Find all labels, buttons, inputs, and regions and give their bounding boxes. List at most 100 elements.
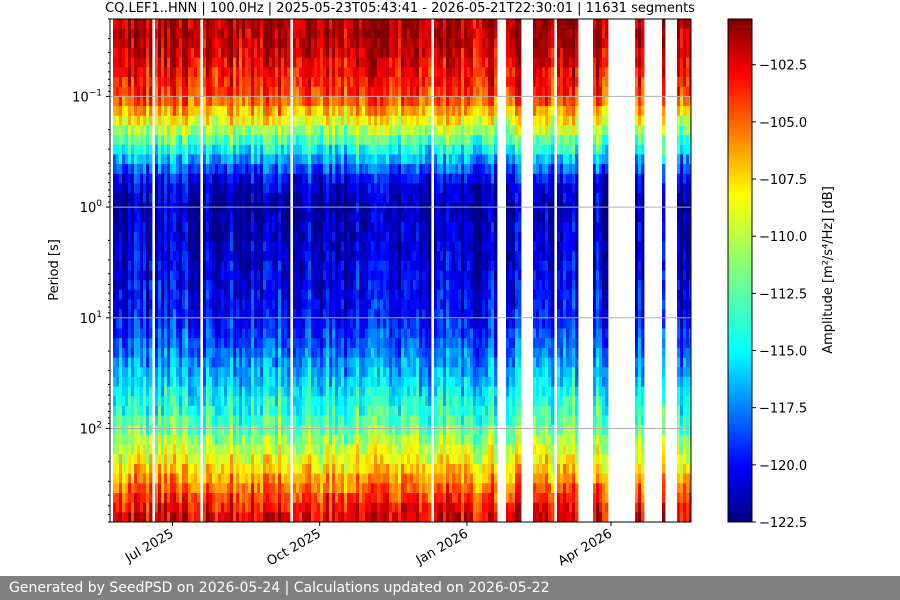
heatmap-cell: [368, 464, 372, 475]
heatmap-cell: [371, 386, 375, 397]
heatmap-cell: [365, 347, 369, 359]
heatmap-cell: [332, 19, 336, 30]
heatmap-cell: [401, 502, 405, 513]
heatmap-cell: [131, 115, 135, 126]
heatmap-cell: [194, 347, 198, 359]
heatmap-cell: [251, 502, 255, 513]
heatmap-cell: [398, 106, 402, 117]
heatmap-cell: [386, 425, 390, 436]
heatmap-cell: [326, 154, 330, 165]
heatmap-cell: [314, 48, 318, 59]
heatmap-cell: [245, 164, 249, 175]
heatmap-cell: [377, 280, 381, 291]
heatmap-cell: [191, 222, 195, 233]
heatmap-cell: [311, 144, 315, 156]
heatmap-cell: [191, 67, 195, 78]
heatmap-cell: [143, 144, 147, 156]
heatmap-cell: [380, 299, 384, 310]
heatmap-cell: [314, 231, 318, 243]
heatmap-cell: [404, 96, 408, 107]
heatmap-cell: [281, 260, 285, 272]
heatmap-cell: [308, 231, 312, 243]
heatmap-cell: [176, 464, 180, 475]
heatmap-cell: [137, 202, 141, 214]
heatmap-cell: [260, 289, 264, 301]
heatmap-cell: [281, 493, 285, 504]
heatmap-cell: [284, 444, 288, 455]
heatmap-cell: [287, 376, 291, 388]
heatmap-cell: [221, 338, 225, 349]
heatmap-cell: [266, 493, 270, 504]
heatmap-cell: [173, 164, 177, 175]
heatmap-cell: [146, 48, 150, 59]
heatmap-cell: [116, 222, 120, 233]
heatmap-cell: [257, 260, 261, 272]
heatmap-cell: [188, 48, 192, 59]
heatmap-cell: [293, 493, 297, 504]
heatmap-cell: [191, 502, 195, 513]
heatmap-cell: [281, 96, 285, 107]
heatmap-cell: [368, 376, 372, 388]
heatmap-cell: [167, 193, 171, 204]
heatmap-cell: [164, 357, 168, 368]
heatmap-cell: [278, 28, 282, 39]
heatmap-cell: [173, 144, 177, 156]
heatmap-cell: [335, 444, 339, 455]
heatmap-cell: [323, 405, 327, 417]
heatmap-cell: [209, 376, 213, 388]
heatmap-cell: [281, 57, 285, 68]
heatmap-cell: [260, 115, 264, 126]
heatmap-cell: [362, 299, 366, 310]
heatmap-cell: [137, 415, 141, 426]
heatmap-cell: [344, 38, 348, 49]
heatmap-cell: [116, 135, 120, 146]
heatmap-cell: [230, 415, 234, 426]
heatmap-cell: [407, 328, 411, 339]
heatmap-cell: [368, 434, 372, 446]
heatmap-cell: [113, 231, 117, 243]
heatmap-cell: [305, 154, 309, 165]
heatmap-cell: [317, 347, 321, 359]
heatmap-cell: [335, 405, 339, 417]
heatmap-cell: [386, 86, 390, 97]
heatmap-cell: [119, 483, 123, 494]
heatmap-cell: [371, 367, 375, 378]
heatmap-cell: [317, 309, 321, 320]
heatmap-cell: [257, 347, 261, 359]
heatmap-cell: [407, 405, 411, 417]
heatmap-cell: [242, 318, 246, 330]
heatmap-cell: [263, 328, 267, 339]
heatmap-cell: [173, 270, 177, 281]
heatmap-cell: [371, 173, 375, 185]
heatmap-cell: [245, 19, 249, 30]
heatmap-cell: [401, 386, 405, 397]
heatmap-cell: [389, 328, 393, 339]
heatmap-cell: [164, 425, 168, 436]
heatmap-cell: [308, 241, 312, 252]
heatmap-cell: [116, 405, 120, 417]
heatmap-cell: [119, 86, 123, 97]
heatmap-cell: [302, 19, 306, 30]
heatmap-cell: [320, 444, 324, 455]
heatmap-cell: [350, 96, 354, 107]
heatmap-cell: [236, 154, 240, 165]
heatmap-cell: [371, 464, 375, 475]
heatmap-cell: [131, 86, 135, 97]
heatmap-cell: [386, 96, 390, 107]
heatmap-cell: [137, 183, 141, 194]
heatmap-cell: [320, 357, 324, 368]
heatmap-cell: [185, 270, 189, 281]
heatmap-cell: [374, 241, 378, 252]
heatmap-cell: [350, 193, 354, 204]
heatmap-cell: [308, 193, 312, 204]
heatmap-cell: [263, 270, 267, 281]
heatmap-cell: [377, 77, 381, 88]
heatmap-cell: [161, 193, 165, 204]
heatmap-cell: [287, 473, 291, 484]
heatmap-cell: [398, 270, 402, 281]
heatmap-cell: [326, 386, 330, 397]
heatmap-cell: [365, 464, 369, 475]
heatmap-cell: [371, 309, 375, 320]
heatmap-cell: [128, 251, 132, 262]
heatmap-cell: [371, 38, 375, 49]
